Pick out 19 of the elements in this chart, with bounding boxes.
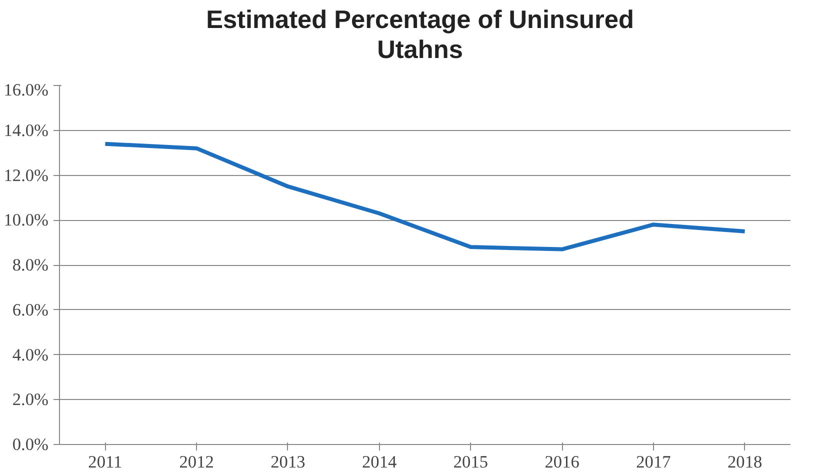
y-tick-label: 2.0% <box>12 390 49 410</box>
x-tick-label: 2014 <box>362 452 397 468</box>
y-tick-label: 14.0% <box>4 120 49 140</box>
x-tick-label: 2016 <box>544 452 580 468</box>
y-tick-label: 10.0% <box>4 210 49 230</box>
x-tick-label: 2017 <box>636 452 672 468</box>
x-tick-label: 2013 <box>270 452 306 468</box>
y-tick-label: 0.0% <box>12 435 49 454</box>
chart-title: Estimated Percentage of Uninsured Utahns <box>206 5 634 66</box>
y-tick-label: 16.0% <box>4 80 49 100</box>
x-tick-label: 2011 <box>88 452 122 468</box>
x-tick-label: 2015 <box>453 452 488 468</box>
y-tick-label: 8.0% <box>12 256 49 274</box>
y-tick-label: 4.0% <box>12 345 49 364</box>
y-tick-label: 12.0% <box>4 166 49 185</box>
x-tick-label: 2012 <box>179 452 214 468</box>
x-tick-label: 2018 <box>727 452 762 468</box>
line-series <box>103 142 747 252</box>
y-tick-label: 6.0% <box>12 300 49 320</box>
